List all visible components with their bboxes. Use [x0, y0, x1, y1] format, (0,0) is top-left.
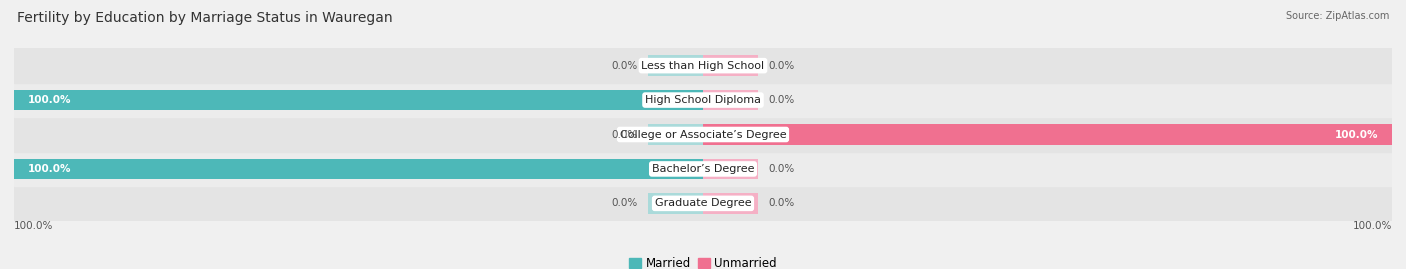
- Bar: [703, 159, 758, 179]
- Text: 0.0%: 0.0%: [612, 198, 637, 208]
- Bar: [14, 159, 703, 179]
- Text: 100.0%: 100.0%: [28, 95, 72, 105]
- Bar: [648, 193, 703, 214]
- Text: 100.0%: 100.0%: [14, 221, 53, 231]
- Text: 0.0%: 0.0%: [769, 61, 794, 71]
- Text: 100.0%: 100.0%: [1353, 221, 1392, 231]
- Bar: [703, 90, 758, 110]
- Bar: [14, 83, 1392, 117]
- Text: 100.0%: 100.0%: [1334, 129, 1378, 140]
- Text: Fertility by Education by Marriage Status in Wauregan: Fertility by Education by Marriage Statu…: [17, 11, 392, 25]
- Legend: Married, Unmarried: Married, Unmarried: [624, 253, 782, 269]
- Text: High School Diploma: High School Diploma: [645, 95, 761, 105]
- Text: 0.0%: 0.0%: [769, 198, 794, 208]
- Bar: [703, 193, 758, 214]
- Text: 100.0%: 100.0%: [28, 164, 72, 174]
- Text: Less than High School: Less than High School: [641, 61, 765, 71]
- Bar: [648, 124, 703, 145]
- Text: Graduate Degree: Graduate Degree: [655, 198, 751, 208]
- Text: College or Associate’s Degree: College or Associate’s Degree: [620, 129, 786, 140]
- Bar: [14, 48, 1392, 83]
- Text: Source: ZipAtlas.com: Source: ZipAtlas.com: [1285, 11, 1389, 21]
- Text: 0.0%: 0.0%: [769, 164, 794, 174]
- Text: Bachelor’s Degree: Bachelor’s Degree: [652, 164, 754, 174]
- Bar: [703, 124, 1392, 145]
- Bar: [14, 90, 703, 110]
- Bar: [648, 55, 703, 76]
- Text: 0.0%: 0.0%: [769, 95, 794, 105]
- Bar: [14, 117, 1392, 152]
- Text: 0.0%: 0.0%: [612, 129, 637, 140]
- Text: 0.0%: 0.0%: [612, 61, 637, 71]
- Bar: [14, 186, 1392, 221]
- Bar: [703, 55, 758, 76]
- Bar: [14, 152, 1392, 186]
